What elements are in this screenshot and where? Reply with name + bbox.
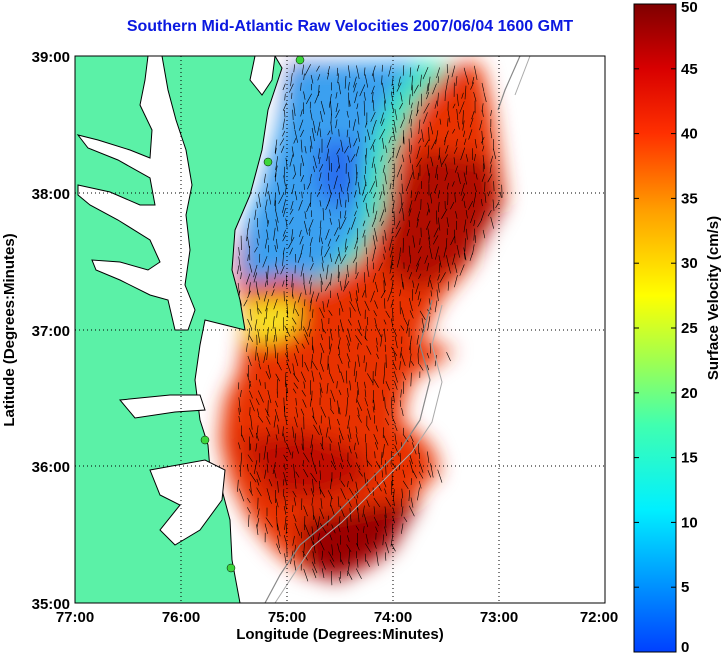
y-tick-label: 36:00 (32, 459, 70, 476)
radar-station-dot-icon (295, 56, 305, 65)
plot-border (74, 55, 606, 604)
albemarle-sound (119, 394, 206, 419)
radar-station-dot-icon (226, 563, 236, 573)
colorbar-label: Surface Velocity (cm/s) (705, 216, 722, 380)
velocity-region-cyan-edge (300, 62, 455, 285)
x-axis-label: Longitude (Degrees:Minutes) (236, 626, 444, 643)
velocity-region-yellow (245, 300, 300, 345)
colorbar-tick-label: 25 (681, 320, 698, 337)
y-tick-label: 39:00 (32, 49, 70, 66)
y-tick-label: 35:00 (32, 596, 70, 613)
velocity-arrow-icon (237, 64, 503, 586)
x-tick-label: 74:00 (374, 609, 412, 626)
colorbar-tick-label: 10 (681, 514, 698, 531)
pamlico-sound (149, 459, 226, 546)
colorbar-tick-label: 5 (681, 579, 689, 596)
map-title: Southern Mid-Atlantic Raw Velocities 200… (126, 18, 574, 35)
colorbar-tick-label: 20 (681, 385, 698, 402)
x-tick-label: 76:00 (162, 609, 200, 626)
radar-stations (200, 56, 305, 573)
grid-lines (75, 56, 605, 603)
velocity-region-deep-blue (315, 140, 360, 210)
x-tick-label: 75:00 (268, 609, 306, 626)
colorbar-tick-label: 0 (681, 639, 689, 656)
bathymetry-contour (264, 56, 521, 603)
y-axis-label: Latitude (Degrees:Minutes) (1, 233, 18, 426)
x-tick-label: 77:00 (56, 609, 94, 626)
y-tick-label: 37:00 (32, 323, 70, 340)
colorbar-tick-label: 50 (681, 0, 698, 16)
velocity-vectors (237, 64, 503, 586)
x-tick-label: 72:00 (580, 609, 618, 626)
chesapeake-bay (76, 56, 196, 331)
delaware-bay (249, 56, 276, 96)
velocity-region-dark-mid (240, 430, 370, 500)
x-tick-label: 73:00 (480, 609, 518, 626)
bathymetry-contour-2 (274, 56, 531, 603)
colorbar-tick-label: 40 (681, 126, 698, 143)
colorbar-tick-label: 45 (681, 61, 698, 78)
radar-station-dot-icon (200, 435, 210, 445)
colorbar-tick-label: 35 (681, 190, 698, 207)
y-tick-label: 38:00 (32, 186, 70, 203)
radar-station-dot-icon (263, 157, 273, 167)
colorbar-tick-label: 30 (681, 255, 698, 272)
velocity-region-dark-north (385, 150, 500, 290)
colorbar-tick-label: 15 (681, 450, 698, 467)
colorbar (633, 3, 677, 653)
